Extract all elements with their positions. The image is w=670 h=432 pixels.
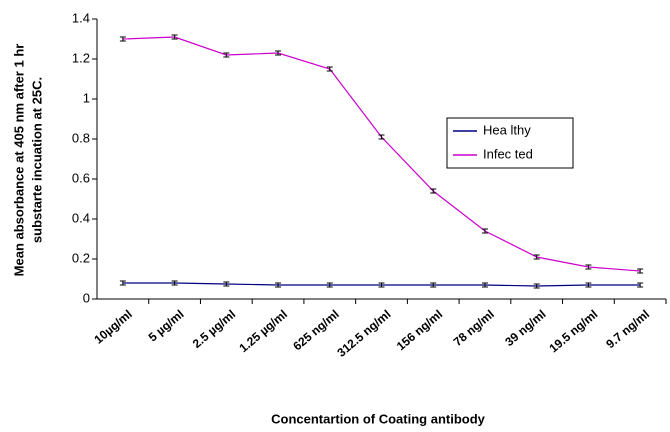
legend-box [446, 117, 574, 169]
y-tick-label: 0 [83, 290, 90, 305]
x-tick-label: 39 ng/ml [502, 307, 548, 349]
error-bar [326, 282, 333, 288]
error-bar [378, 282, 385, 288]
error-bar [378, 134, 385, 140]
error-bar [481, 228, 488, 234]
error-bar [223, 281, 230, 287]
x-tick-label: 312.5 ng/ml [334, 307, 393, 360]
x-tick-label: 5 µg/ml [146, 307, 187, 344]
x-tick-label: 19.5 ng/ml [546, 307, 600, 355]
x-tick-label: 1.25 µg/ml [236, 307, 290, 355]
y-axis-label: Mean absorbance at 405 nm after 1 hr [11, 44, 26, 277]
error-bar [637, 268, 644, 274]
error-bar [481, 282, 488, 288]
error-bar [275, 282, 282, 288]
error-bar [637, 282, 644, 288]
legend-label: Infec ted [483, 146, 533, 161]
legend-label: Hea lthy [483, 122, 531, 137]
y-tick-label: 1.4 [72, 10, 90, 25]
x-tick-label: 2.5 µg/ml [190, 307, 239, 351]
error-bar [533, 283, 540, 289]
y-tick-label: 0.2 [72, 250, 90, 265]
error-bar [223, 52, 230, 58]
error-bar [430, 188, 437, 194]
y-tick-label: 0.4 [72, 210, 90, 225]
error-bar [585, 282, 592, 288]
error-bar [430, 282, 437, 288]
error-bar [119, 280, 126, 286]
x-tick-label: 156 ng/ml [394, 307, 445, 353]
x-tick-label: 625 ng/ml [290, 307, 341, 353]
error-bar [533, 254, 540, 260]
x-tick-label: 78 ng/ml [451, 307, 497, 349]
error-bar [171, 34, 178, 40]
error-bar [326, 66, 333, 72]
error-bar [275, 50, 282, 56]
y-tick-label: 0.8 [72, 130, 90, 145]
error-bar [585, 264, 592, 270]
y-axis-label: substarte incuation at 25C. [29, 77, 44, 243]
x-axis-label: Concentartion of Coating antibody [271, 411, 486, 426]
y-tick-label: 0.6 [72, 170, 90, 185]
error-bar [119, 36, 126, 42]
error-bar [171, 280, 178, 286]
y-tick-label: 1.2 [72, 50, 90, 65]
x-tick-label: 9.7 ng/ml [603, 307, 652, 351]
x-tick-label: 10µg/ml [91, 307, 134, 347]
y-tick-label: 1 [83, 90, 90, 105]
